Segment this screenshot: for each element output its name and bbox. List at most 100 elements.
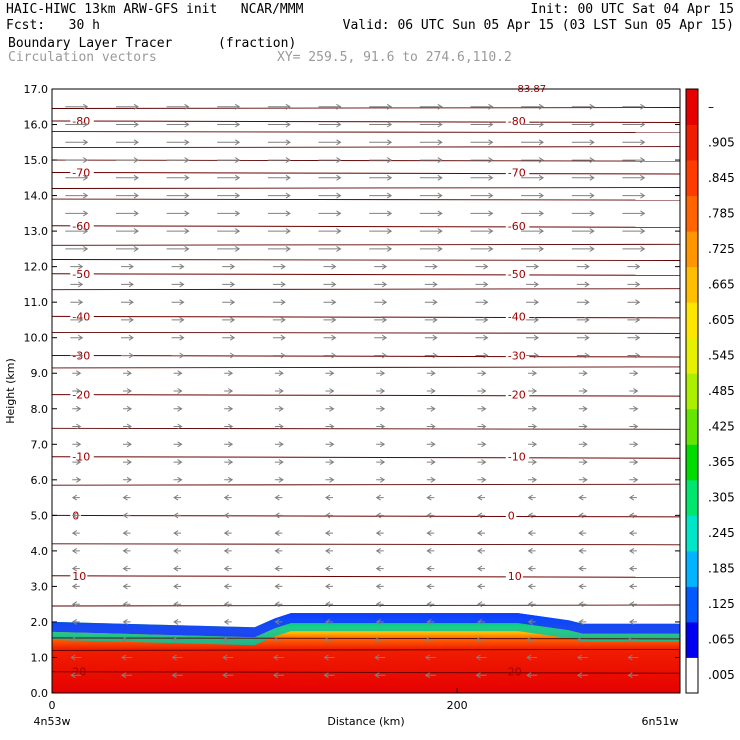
circulation-vector bbox=[527, 601, 536, 608]
circulation-vector bbox=[528, 476, 538, 483]
circulation-vector bbox=[576, 281, 590, 288]
circulation-vector bbox=[426, 423, 436, 430]
circulation-vector bbox=[571, 245, 595, 252]
circulation-vector bbox=[222, 334, 236, 341]
circulation-vector bbox=[622, 103, 646, 110]
circulation-vector bbox=[171, 654, 183, 661]
colorbar-swatch bbox=[686, 444, 698, 481]
circulation-vector bbox=[424, 636, 436, 643]
isotherm-label-bg bbox=[505, 219, 530, 232]
circulation-vector bbox=[419, 245, 443, 252]
circulation-vector bbox=[116, 245, 139, 252]
circulation-vector bbox=[622, 157, 646, 164]
circulation-vector bbox=[70, 316, 84, 323]
isotherm-line-unlabeled bbox=[51, 107, 681, 109]
circulation-vector bbox=[267, 157, 291, 164]
circulation-vector bbox=[628, 494, 637, 501]
circulation-vector bbox=[272, 352, 286, 359]
circulation-vector bbox=[477, 441, 487, 448]
isotherm-line bbox=[51, 456, 681, 459]
colorbar-label: .665 bbox=[708, 277, 735, 291]
y-tick-label: 2.0 bbox=[31, 616, 49, 629]
circulation-vector bbox=[325, 476, 335, 483]
circulation-vector bbox=[578, 459, 588, 466]
circulation-vector bbox=[222, 672, 234, 679]
circulation-vector bbox=[375, 512, 384, 519]
circulation-vector bbox=[628, 565, 637, 572]
circulation-vector bbox=[627, 636, 639, 643]
colorbar-label: .125 bbox=[708, 597, 735, 611]
circulation-vector bbox=[629, 370, 639, 377]
circulation-vector bbox=[323, 263, 337, 270]
circulation-vector bbox=[627, 352, 641, 359]
circulation-vector bbox=[116, 157, 139, 164]
circulation-vector bbox=[426, 565, 435, 572]
header-right-line1: Init: 00 UTC Sat 04 Apr 15 bbox=[530, 2, 735, 17]
circulation-vector bbox=[477, 530, 485, 537]
circulation-vector bbox=[470, 157, 494, 164]
header-left-line2: Fcst: 30 h bbox=[6, 18, 100, 33]
circulation-vector bbox=[477, 388, 487, 394]
isotherm-line bbox=[51, 514, 681, 518]
circulation-vector bbox=[475, 299, 489, 306]
circulation-vector bbox=[325, 388, 335, 394]
circulation-vector bbox=[521, 192, 545, 199]
circulation-vector bbox=[267, 139, 291, 146]
circulation-vector bbox=[576, 654, 588, 661]
circulation-vector bbox=[123, 388, 132, 394]
circulation-vector bbox=[571, 192, 595, 199]
isotherm-label-bg bbox=[505, 450, 530, 463]
circulation-vector bbox=[72, 423, 82, 430]
circulation-vector bbox=[116, 192, 139, 199]
circulation-vector bbox=[72, 388, 82, 394]
circulation-vector bbox=[527, 494, 536, 501]
circulation-vector bbox=[376, 423, 386, 430]
circulation-vector bbox=[123, 441, 132, 448]
circulation-vector bbox=[527, 618, 536, 625]
circulation-vector bbox=[121, 299, 134, 306]
isotherm-label: -10 bbox=[508, 451, 526, 464]
isotherm-label-bg bbox=[505, 388, 530, 401]
isotherm-label-bg bbox=[505, 569, 523, 582]
circulation-vector bbox=[475, 352, 489, 359]
circulation-vector bbox=[217, 139, 241, 146]
circulation-vector bbox=[318, 245, 342, 252]
circulation-vector bbox=[375, 618, 384, 625]
circulation-vector bbox=[272, 299, 286, 306]
circulation-vector bbox=[528, 405, 538, 412]
y-axis-label: Height (km) bbox=[4, 358, 17, 424]
circulation-vector bbox=[470, 228, 494, 235]
circulation-vector bbox=[173, 547, 182, 554]
circulation-vector bbox=[419, 210, 443, 217]
circulation-vector bbox=[578, 441, 588, 448]
circulation-vector bbox=[622, 245, 646, 252]
y-tick-label: 0.0 bbox=[31, 687, 49, 700]
circulation-vector bbox=[171, 316, 185, 323]
isotherm-label-bg bbox=[505, 349, 530, 362]
circulation-vector bbox=[71, 601, 80, 608]
circulation-vector bbox=[173, 405, 183, 412]
circulation-vector bbox=[571, 121, 595, 128]
colorbar-swatch bbox=[686, 373, 698, 410]
isotherm-label: -20 bbox=[508, 389, 526, 402]
circulation-vector bbox=[70, 352, 84, 359]
circulation-vector bbox=[123, 370, 132, 377]
circulation-vector bbox=[477, 512, 485, 519]
circulation-vector bbox=[122, 512, 131, 519]
isotherm-label: -80 bbox=[508, 115, 526, 128]
y-tick-label: 13.0 bbox=[24, 225, 49, 238]
circulation-vector bbox=[65, 103, 89, 110]
circulation-vector bbox=[121, 316, 134, 323]
x-tick-label: 0 bbox=[49, 699, 56, 712]
vector-field-name: Circulation vectors bbox=[8, 50, 157, 65]
isotherm-line-unlabeled bbox=[51, 288, 681, 291]
circulation-vector bbox=[274, 423, 284, 430]
isotherm-line bbox=[51, 315, 681, 319]
circulation-vector bbox=[627, 299, 641, 306]
colorbar-label: .845 bbox=[708, 171, 735, 185]
circulation-vector bbox=[222, 299, 236, 306]
circulation-vector bbox=[424, 654, 436, 661]
circulation-vector bbox=[173, 512, 182, 519]
circulation-vector bbox=[71, 583, 80, 590]
isotherm-label: 10 bbox=[508, 570, 522, 583]
